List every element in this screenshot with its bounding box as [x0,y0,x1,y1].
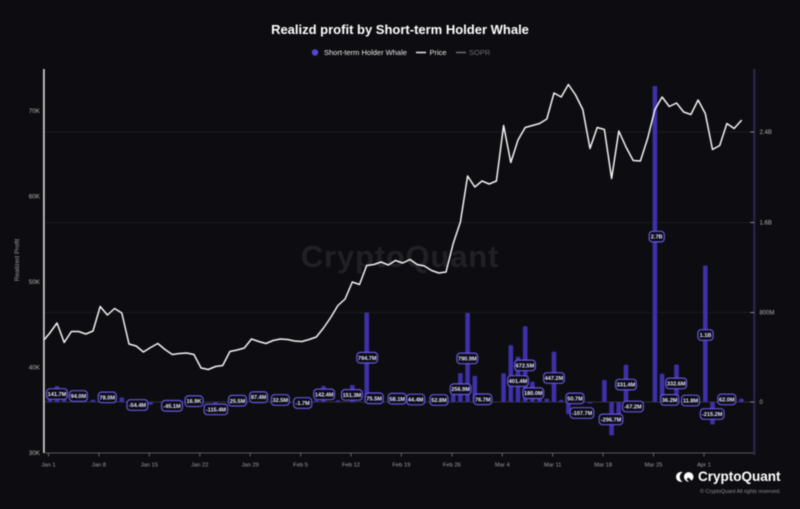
svg-text:87.4M: 87.4M [251,395,267,401]
svg-text:CryptoQuant: CryptoQuant [301,239,499,274]
svg-text:-67.2M: -67.2M [624,405,642,411]
svg-text:62.0M: 62.0M [719,397,735,403]
svg-text:78.0M: 78.0M [100,395,116,401]
svg-text:0: 0 [760,400,764,406]
svg-text:2.7B: 2.7B [651,235,663,241]
svg-text:141.7M: 141.7M [48,392,67,398]
svg-text:44.4M: 44.4M [408,398,424,404]
svg-text:794.7M: 794.7M [358,356,377,362]
svg-text:40K: 40K [29,364,41,371]
svg-text:© CryptoQuant All rights reser: © CryptoQuant All rights reserved. [700,488,780,495]
svg-text:332.6M: 332.6M [667,381,686,387]
svg-text:CryptoQuant: CryptoQuant [698,469,781,484]
svg-text:-45.1M: -45.1M [163,404,181,410]
svg-text:790.9M: 790.9M [458,356,477,362]
svg-text:25.5M: 25.5M [230,399,246,405]
svg-text:Mar 4: Mar 4 [495,463,511,469]
svg-text:256.9M: 256.9M [451,387,470,393]
svg-text:Feb 26: Feb 26 [443,463,461,469]
svg-text:Short-term Holder Whale: Short-term Holder Whale [324,48,407,57]
svg-text:11.8M: 11.8M [683,399,699,405]
svg-text:1.1B: 1.1B [700,333,712,339]
svg-text:Feb 19: Feb 19 [392,463,410,469]
svg-text:2.4B: 2.4B [760,130,772,136]
svg-text:1.6B: 1.6B [760,221,772,227]
svg-text:Mar 11: Mar 11 [544,463,562,469]
svg-text:672.5M: 672.5M [516,363,535,369]
svg-text:-1.7M: -1.7M [296,401,311,407]
svg-text:36.2M: 36.2M [662,398,678,404]
svg-text:60K: 60K [29,193,41,200]
svg-text:32.5M: 32.5M [273,398,289,404]
svg-text:SOPR: SOPR [469,48,491,57]
svg-text:Feb 12: Feb 12 [342,463,360,469]
svg-text:76.7M: 76.7M [475,397,491,403]
svg-text:Mar 25: Mar 25 [644,463,662,469]
svg-text:Jan 22: Jan 22 [191,463,208,469]
svg-text:Price: Price [430,48,447,57]
svg-text:Jan 29: Jan 29 [241,463,258,469]
svg-text:-115.4M: -115.4M [206,407,227,413]
svg-text:94.0M: 94.0M [71,394,87,400]
svg-text:Feb 5: Feb 5 [293,463,308,469]
svg-text:Jan 15: Jan 15 [141,463,158,469]
svg-text:142.4M: 142.4M [315,392,334,398]
svg-text:-54.4M: -54.4M [129,403,147,409]
svg-text:151.3M: 151.3M [343,393,362,399]
svg-text:447.2M: 447.2M [545,376,564,382]
svg-text:50.7M: 50.7M [567,396,583,402]
svg-text:75.5M: 75.5M [366,396,382,402]
svg-text:Apr 1: Apr 1 [697,463,711,469]
svg-text:-107.7M: -107.7M [572,411,593,417]
svg-text:Jan 1: Jan 1 [41,463,55,469]
svg-text:401.4M: 401.4M [509,379,528,385]
svg-text:52.8M: 52.8M [431,398,447,404]
svg-text:Jan 8: Jan 8 [92,463,106,469]
svg-text:180.0M: 180.0M [524,391,543,397]
svg-text:30K: 30K [29,450,41,457]
svg-text:-296.7M: -296.7M [601,417,622,423]
svg-text:70K: 70K [29,108,41,115]
svg-text:331.4M: 331.4M [617,383,636,389]
svg-text:Realizd profit by Short-term H: Realizd profit by Short-term Holder Whal… [271,22,529,37]
svg-text:-215.2M: -215.2M [702,412,723,418]
svg-text:Mar 18: Mar 18 [594,463,612,469]
svg-text:16.9K: 16.9K [187,399,202,405]
svg-text:800M: 800M [760,311,775,317]
svg-text:50K: 50K [29,279,41,286]
svg-text:Realized Profit: Realized Profit [14,239,21,281]
svg-text:58.1M: 58.1M [389,397,405,403]
